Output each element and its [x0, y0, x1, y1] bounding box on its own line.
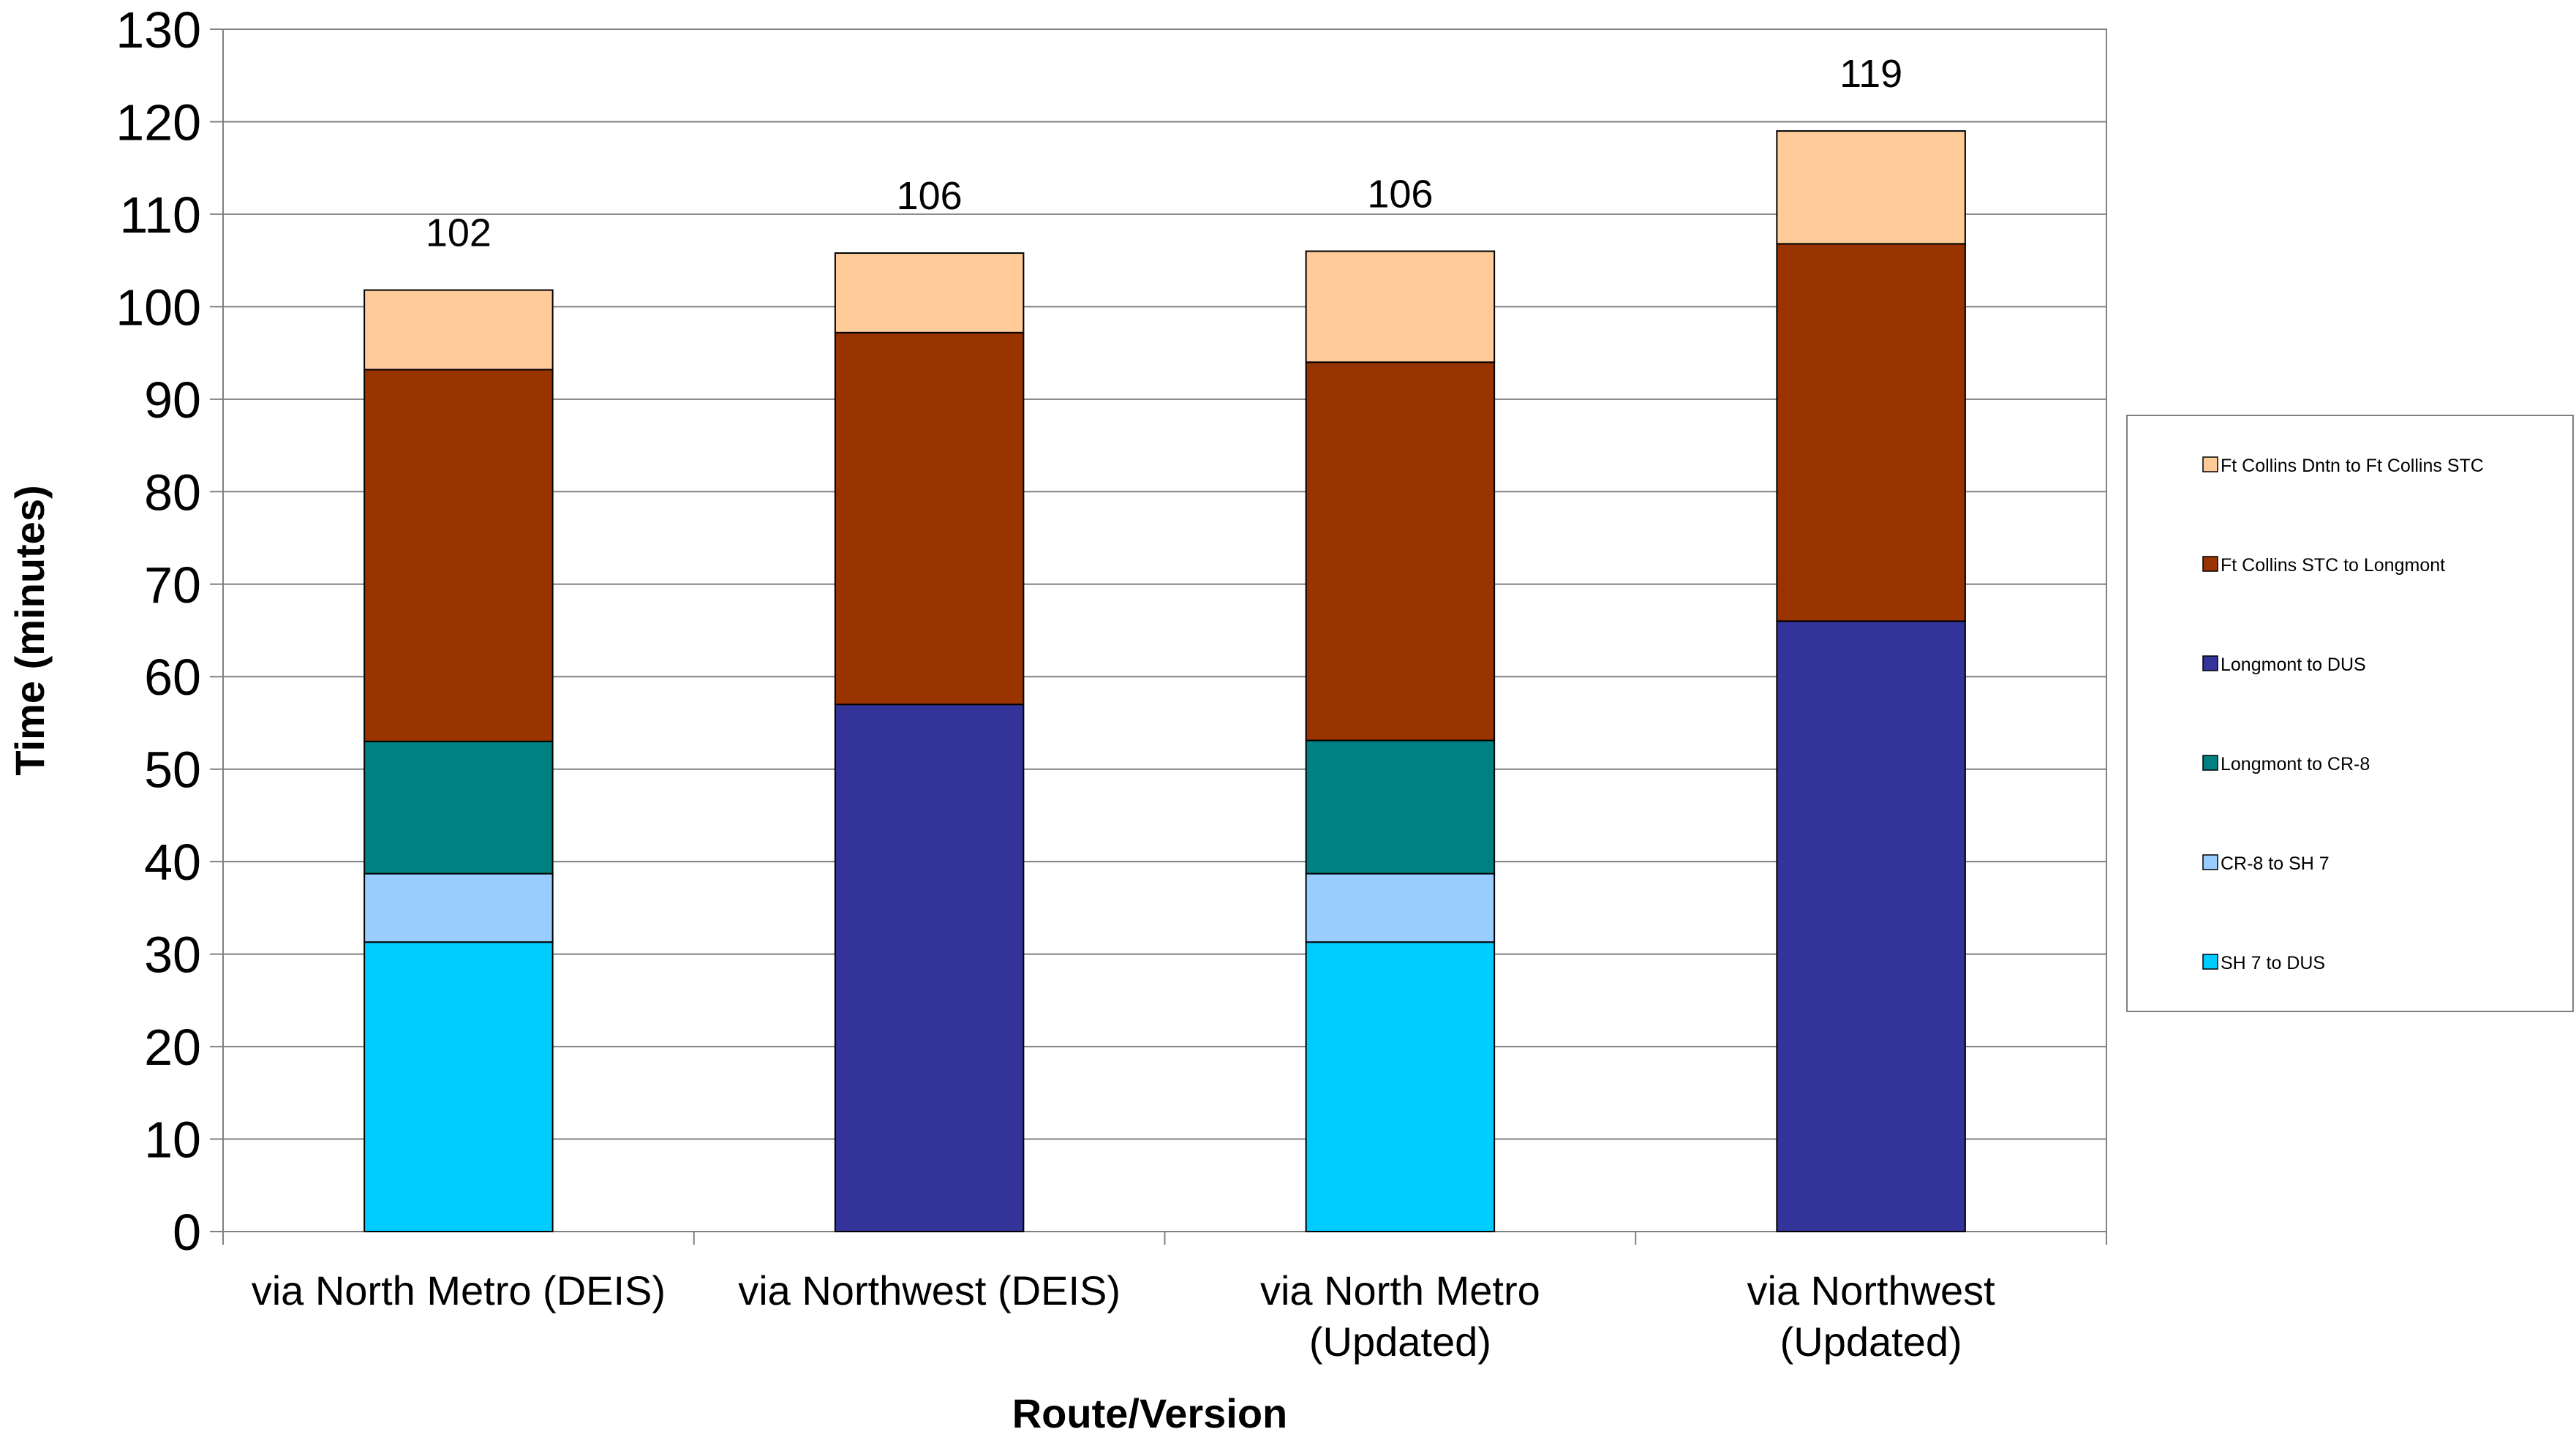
x-tick-label: via Northwest (DEIS)	[738, 1267, 1121, 1313]
data-label-total: 119	[1839, 52, 1902, 96]
y-tick-label: 30	[144, 927, 201, 984]
y-tick-label: 70	[144, 557, 201, 614]
y-tick-label: 110	[119, 186, 201, 244]
bar-segment	[834, 704, 1025, 1232]
y-tick-label: 0	[173, 1204, 201, 1261]
legend-swatch	[2202, 954, 2218, 970]
y-tick-label: 60	[144, 649, 201, 706]
bar-segment	[834, 331, 1025, 706]
y-tick-label: 10	[144, 1112, 201, 1169]
y-tick-label: 20	[144, 1019, 201, 1076]
y-axis-title: Time (minutes)	[7, 485, 53, 775]
data-label-total: 106	[897, 174, 963, 218]
bars	[364, 130, 1966, 1233]
data-label-total: 102	[426, 211, 492, 255]
x-tick-label: via Northwest	[1747, 1267, 1996, 1313]
x-tick-label: via North Metro (DEIS)	[252, 1267, 666, 1313]
labels: 0 10 20 30 40 50 60 70 80 90 100 110 120 130 102 via No…	[116, 1, 1995, 1365]
y-tick-label: 90	[144, 372, 201, 429]
y-tick-label: 100	[116, 279, 201, 336]
bar-segment	[1776, 130, 1966, 245]
bar-segment	[1776, 243, 1966, 622]
legend-swatch	[2202, 854, 2218, 870]
legend-label: CR-8 to SH 7	[2221, 853, 2330, 874]
x-axis-title: Route/Version	[1012, 1390, 1288, 1436]
legend-label: Longmont to CR-8	[2221, 754, 2370, 774]
bar-segment	[1305, 941, 1496, 1233]
legend-swatch	[2202, 755, 2218, 771]
legend-label: Ft Collins STC to Longmont	[2221, 555, 2445, 576]
axes	[210, 29, 2107, 1245]
y-tick-label: 130	[116, 1, 201, 59]
legend-label: Ft Collins Dntn to Ft Collins STC	[2221, 456, 2484, 476]
legend-label: SH 7 to DUS	[2221, 953, 2325, 973]
x-tick-label: via North Metro	[1260, 1267, 1540, 1313]
x-tick-label: (Updated)	[1309, 1319, 1491, 1365]
bar-segment	[1305, 739, 1496, 875]
bar-segment	[364, 289, 554, 371]
y-tick-label: 120	[116, 94, 201, 151]
data-label-total: 106	[1367, 173, 1433, 216]
y-tick-label: 40	[144, 834, 201, 891]
legend-box	[2126, 415, 2574, 1012]
bar-segment	[834, 252, 1025, 333]
bar-segment	[1305, 872, 1496, 943]
bar-segment	[364, 369, 554, 742]
bar-segment	[1305, 361, 1496, 742]
bar-segment	[1776, 620, 1966, 1232]
bar-segment	[364, 740, 554, 875]
bar-segment	[364, 872, 554, 943]
legend: Ft Collins Dntn to Ft Collins STC Ft Coll…	[2126, 415, 2574, 1012]
bar-segment	[1305, 250, 1496, 363]
bar-segment	[364, 941, 554, 1233]
y-tick-label: 50	[144, 742, 201, 799]
legend-label: Longmont to DUS	[2221, 655, 2366, 675]
legend-swatch	[2202, 655, 2218, 671]
x-tick-label: (Updated)	[1780, 1319, 1962, 1365]
legend-swatch	[2202, 556, 2218, 572]
legend-swatch	[2202, 456, 2218, 472]
y-tick-label: 80	[144, 464, 201, 521]
